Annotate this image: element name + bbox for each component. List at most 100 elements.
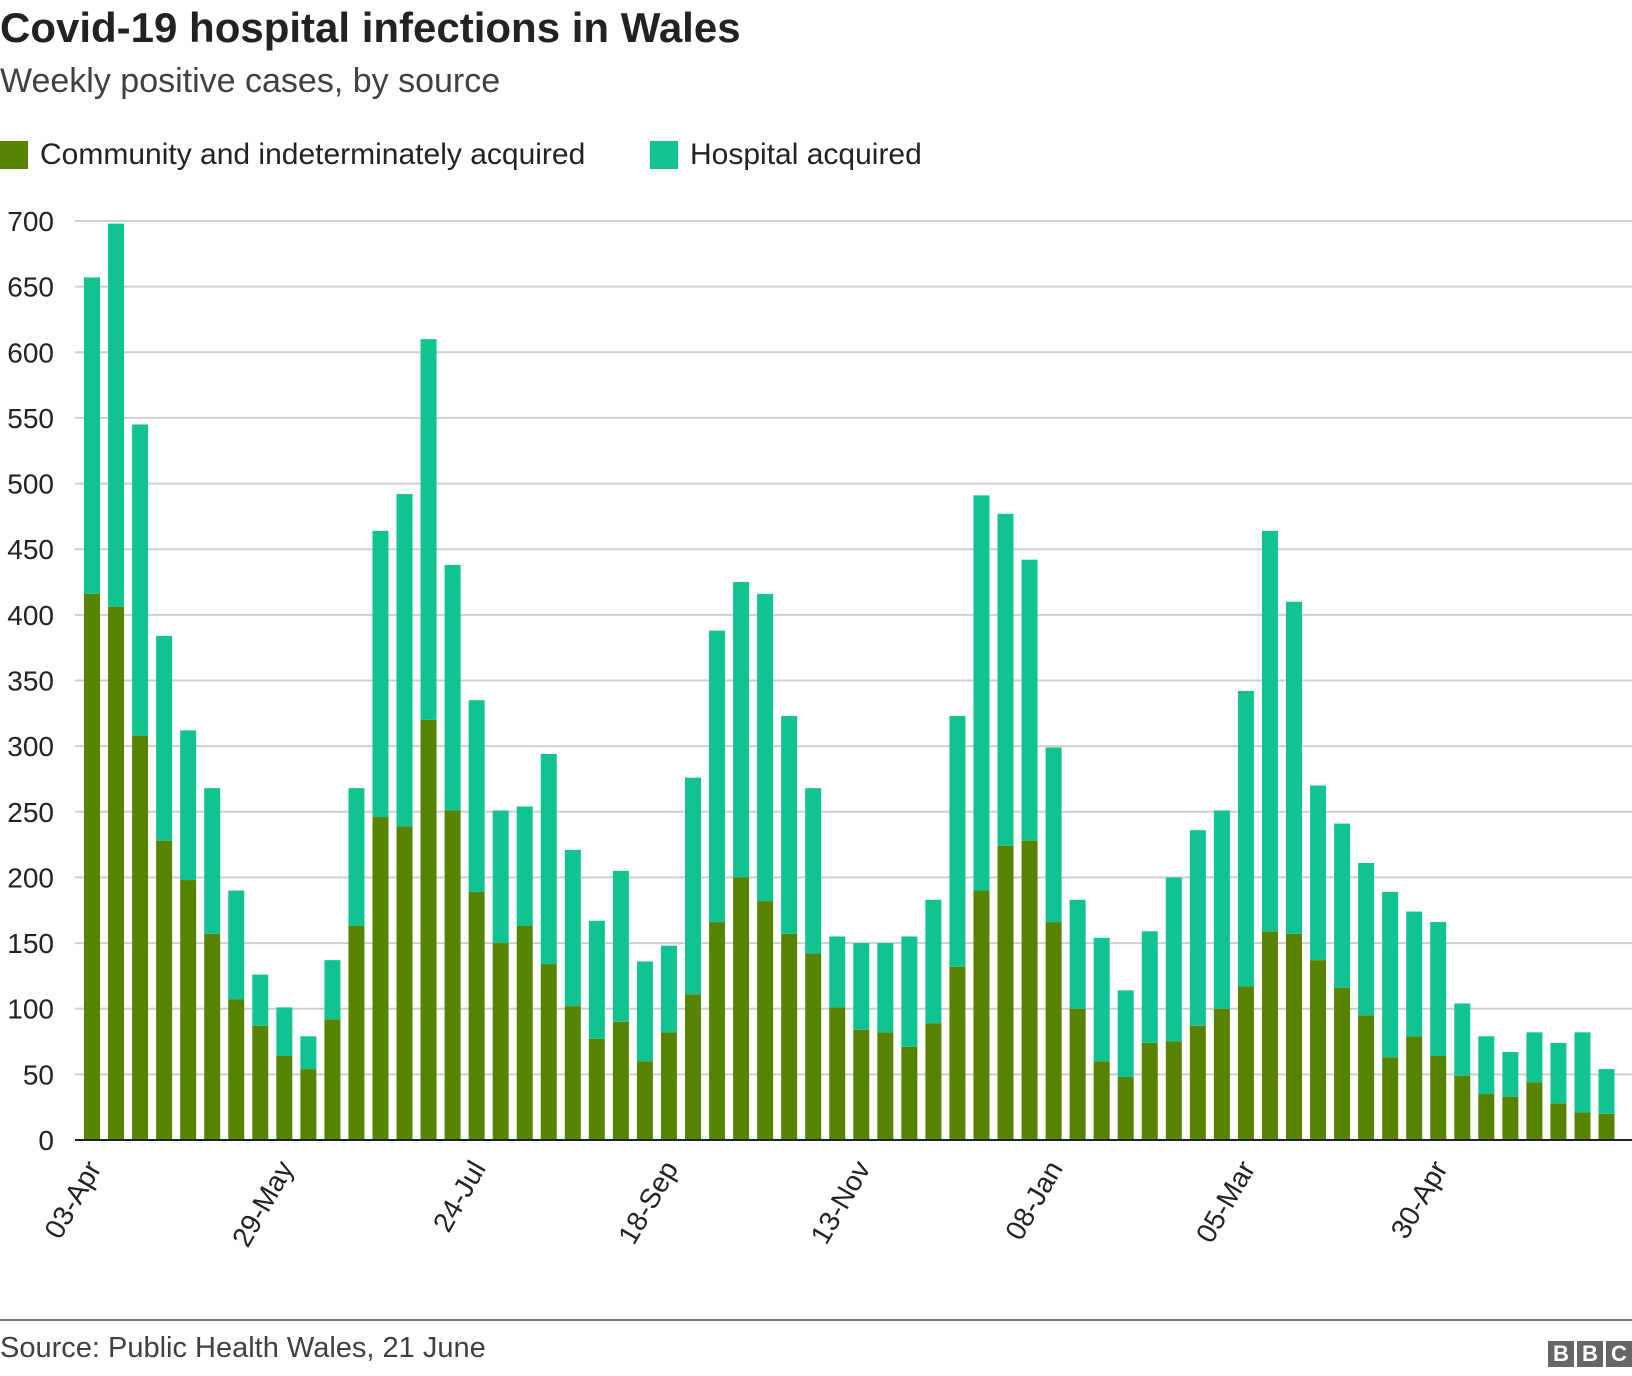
bar-community bbox=[588, 1038, 605, 1140]
bar-chart: 0 50 100 150 200 250 300 350 400 450 500 550 600 650 7… bbox=[7, 206, 1632, 1252]
bar-community bbox=[1502, 1096, 1519, 1140]
bar-community bbox=[1213, 1008, 1230, 1140]
x-tick-label: 24-Jul bbox=[427, 1156, 492, 1238]
bar-community bbox=[1021, 840, 1038, 1140]
bar-community bbox=[1478, 1094, 1495, 1140]
x-tick-label: 08-Jan bbox=[999, 1156, 1069, 1246]
bar-community bbox=[925, 1023, 942, 1140]
y-tick-label: 450 bbox=[7, 534, 54, 565]
bar-community bbox=[1550, 1103, 1567, 1140]
bar-community bbox=[1286, 933, 1302, 1140]
bar-community bbox=[1526, 1082, 1543, 1140]
bar-community bbox=[1117, 1076, 1134, 1140]
bar-community bbox=[132, 735, 149, 1140]
bar-community bbox=[1598, 1113, 1615, 1140]
bar-hospital bbox=[1358, 862, 1375, 1016]
bar-hospital bbox=[1430, 922, 1447, 1056]
bar-hospital bbox=[180, 730, 197, 881]
bar-community bbox=[348, 926, 365, 1140]
bar-hospital bbox=[540, 754, 557, 965]
footer-divider bbox=[0, 1319, 1632, 1321]
bar-community bbox=[997, 845, 1014, 1140]
bar-community bbox=[1574, 1112, 1591, 1140]
bar-hospital bbox=[324, 960, 341, 1020]
bar-community bbox=[372, 817, 389, 1140]
bar-hospital bbox=[733, 582, 750, 878]
bar-hospital bbox=[925, 899, 942, 1024]
bar-hospital bbox=[1310, 785, 1327, 961]
bar-hospital bbox=[1574, 1032, 1591, 1113]
bar-hospital bbox=[1189, 830, 1206, 1026]
bar-community bbox=[781, 933, 798, 1140]
bar-hospital bbox=[1045, 747, 1062, 923]
bar-hospital bbox=[1093, 937, 1110, 1062]
source-note: Source: Public Health Wales, 21 June bbox=[0, 1332, 486, 1364]
bar-community bbox=[324, 1019, 341, 1140]
bar-community bbox=[829, 1007, 846, 1140]
bar-community bbox=[1069, 1008, 1086, 1140]
bar-hospital bbox=[1141, 931, 1158, 1043]
bar-community bbox=[805, 953, 822, 1140]
y-tick-label: 350 bbox=[7, 666, 54, 697]
bar-community bbox=[492, 943, 509, 1140]
x-tick-label: 13-Nov bbox=[804, 1156, 876, 1250]
bar-community bbox=[276, 1055, 293, 1140]
bar-community bbox=[877, 1032, 894, 1140]
y-tick-label: 100 bbox=[7, 994, 54, 1025]
bar-community bbox=[612, 1021, 629, 1140]
bar-hospital bbox=[781, 715, 798, 934]
bar-hospital bbox=[805, 788, 822, 954]
chart-subtitle: Weekly positive cases, by source bbox=[0, 62, 501, 100]
bar-community bbox=[1430, 1055, 1447, 1140]
bar-community bbox=[1189, 1025, 1206, 1140]
x-tick-label: 30-Apr bbox=[1385, 1156, 1454, 1244]
bar-hospital bbox=[444, 564, 461, 811]
bar-community bbox=[108, 606, 125, 1140]
bar-hospital bbox=[204, 788, 221, 934]
bar-community bbox=[444, 810, 461, 1140]
bar-community bbox=[636, 1061, 653, 1140]
y-tick-label: 150 bbox=[7, 928, 54, 959]
bar-community bbox=[252, 1025, 269, 1140]
bar-community bbox=[1093, 1061, 1110, 1140]
bar-hospital bbox=[612, 870, 629, 1022]
legend-label: Community and indeterminately acquired bbox=[40, 138, 586, 171]
bar-community bbox=[733, 877, 750, 1140]
bar-hospital bbox=[252, 974, 269, 1026]
y-tick-label: 600 bbox=[7, 337, 54, 368]
bar-community bbox=[180, 880, 197, 1140]
bar-community bbox=[949, 966, 966, 1140]
y-tick-label: 50 bbox=[23, 1059, 54, 1090]
bar-hospital bbox=[1165, 877, 1182, 1042]
bar-hospital bbox=[877, 943, 894, 1033]
bar-hospital bbox=[660, 945, 677, 1033]
bar-hospital bbox=[757, 593, 774, 902]
bar-hospital bbox=[108, 223, 125, 607]
bar-community bbox=[156, 840, 173, 1140]
bar-community bbox=[1261, 931, 1278, 1140]
bar-hospital bbox=[300, 1036, 317, 1070]
bar-community bbox=[396, 826, 413, 1140]
bar-hospital bbox=[636, 961, 653, 1062]
bar-community bbox=[1358, 1015, 1375, 1140]
legend-swatch-hospital bbox=[650, 141, 678, 169]
bar-hospital bbox=[685, 777, 701, 995]
bar-hospital bbox=[84, 277, 100, 594]
y-tick-label: 550 bbox=[7, 403, 54, 434]
bar-community bbox=[1141, 1042, 1158, 1140]
bar-community bbox=[540, 964, 557, 1140]
y-tick-label: 300 bbox=[7, 731, 54, 762]
bar-community bbox=[973, 890, 990, 1140]
legend-label: Hospital acquired bbox=[690, 138, 922, 171]
bar-community bbox=[516, 926, 533, 1140]
bar-hospital bbox=[132, 424, 149, 736]
bar-community bbox=[228, 999, 245, 1140]
bar-community bbox=[1310, 960, 1327, 1140]
x-tick-label: 05-Mar bbox=[1190, 1156, 1261, 1248]
bar-hospital bbox=[1286, 601, 1302, 934]
bar-hospital bbox=[588, 920, 605, 1039]
bar-community bbox=[420, 719, 437, 1140]
bar-community bbox=[685, 994, 701, 1140]
bar-hospital bbox=[396, 494, 413, 827]
bar-hospital bbox=[420, 339, 437, 720]
